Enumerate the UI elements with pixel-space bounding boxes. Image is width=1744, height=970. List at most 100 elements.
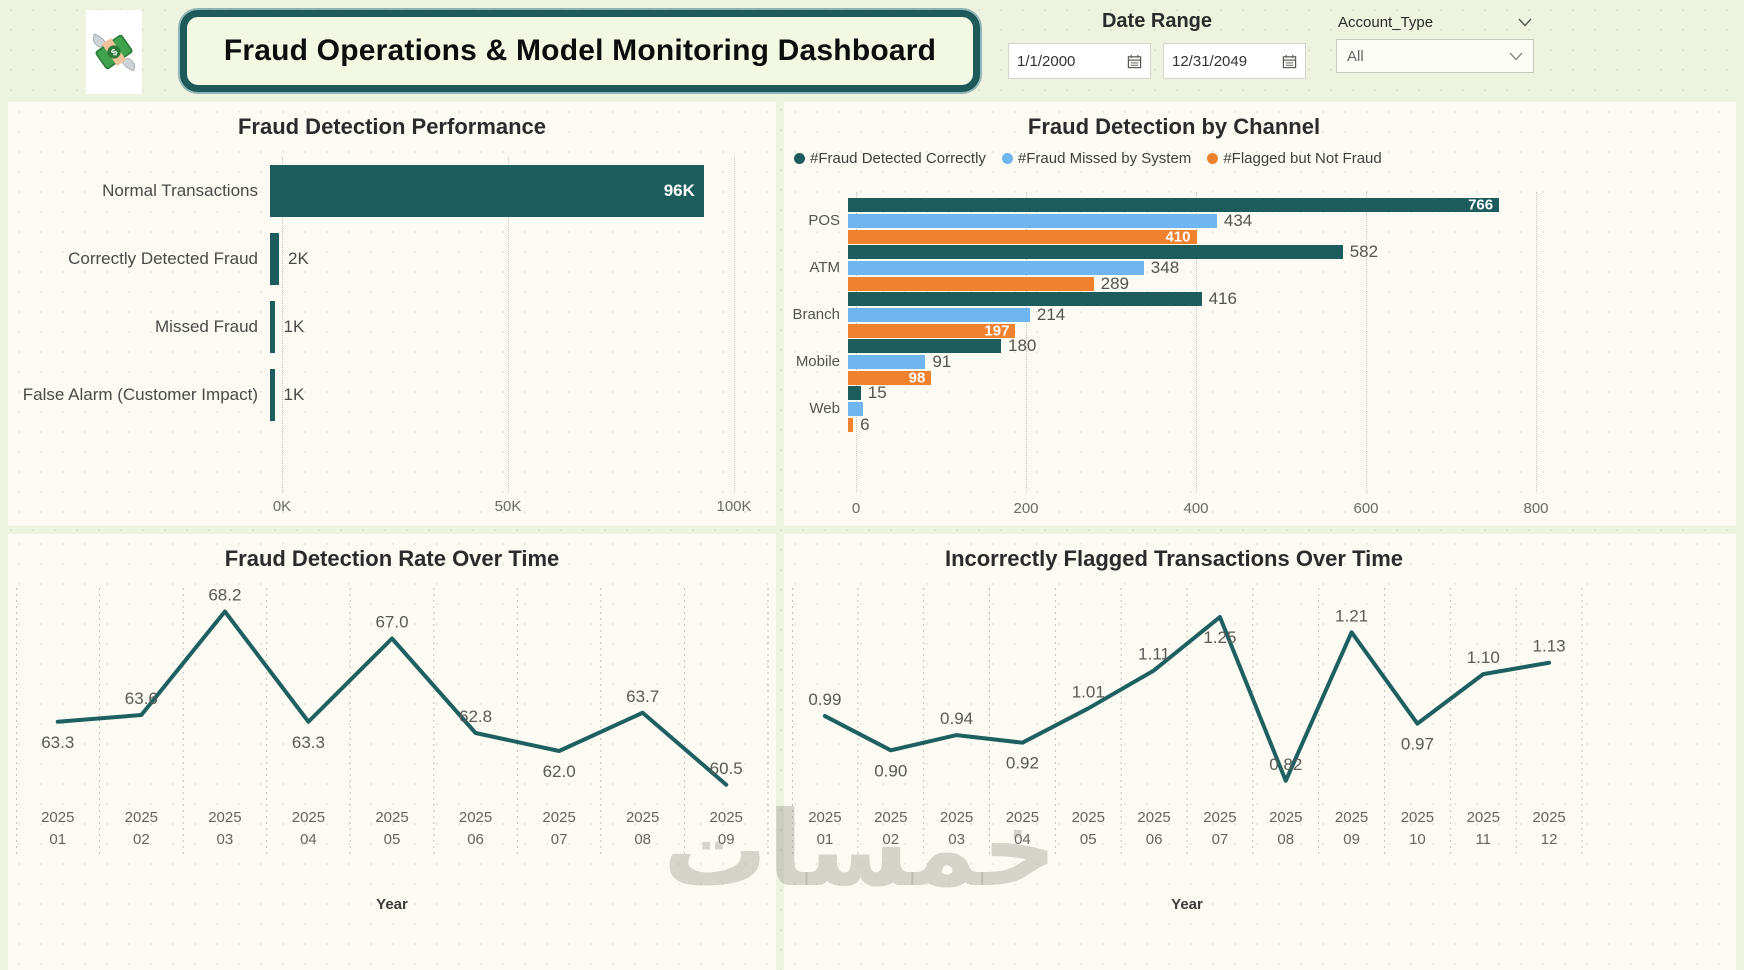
x-tick-year: 2025: [125, 809, 158, 826]
bar-web[interactable]: [848, 401, 864, 416]
data-point-label: 67.0: [375, 613, 408, 632]
date-range-start-input[interactable]: 1/1/2000: [1008, 43, 1151, 79]
x-tick-year: 2025: [874, 809, 907, 826]
bar-false-alarm-customer-impact-[interactable]: 1K: [270, 369, 304, 421]
data-point-label: 1.01: [1072, 682, 1105, 701]
bar-pos[interactable]: 434: [848, 211, 1252, 230]
data-point-label: 1.25: [1203, 628, 1236, 647]
money-with-wings-icon: $: [86, 10, 142, 94]
bar-mobile[interactable]: 180: [848, 336, 1036, 355]
bar-pos[interactable]: 766: [848, 196, 1500, 213]
date-range-start-value: 1/1/2000: [1017, 52, 1076, 70]
bar-track: 214: [848, 305, 1528, 324]
legend-item[interactable]: #Flagged but Not Fraud: [1207, 150, 1382, 167]
gridline: [1026, 192, 1027, 492]
account-type-value: All: [1347, 47, 1364, 65]
date-range-end-input[interactable]: 12/31/2049: [1163, 43, 1306, 79]
legend-dot: [1001, 153, 1013, 164]
category-label: POS: [808, 212, 840, 229]
x-tick-month: 03: [948, 831, 965, 848]
x-tick-month: 08: [1277, 831, 1294, 848]
bar-track: 766: [848, 196, 1528, 213]
data-point-label: 60.5: [710, 759, 743, 778]
chart-title: Incorrectly Flagged Transactions Over Ti…: [944, 546, 1404, 571]
bar-value-label: 766: [1468, 196, 1494, 213]
bar-group-row: Web 15 6: [784, 383, 1550, 434]
data-point-label: 0.90: [874, 761, 907, 780]
bar-group: 180 91 98: [848, 336, 1528, 386]
bar-branch[interactable]: 416: [848, 289, 1237, 308]
legend-label: #Fraud Detected Correctly: [810, 150, 986, 167]
bar-value-label: 6: [860, 414, 870, 434]
bar-web[interactable]: 6: [848, 415, 870, 434]
bar-value-label: 348: [1150, 257, 1180, 277]
bar-atm[interactable]: 348: [848, 258, 1179, 277]
bar-pos[interactable]: 410: [848, 228, 1197, 245]
x-tick-month: 09: [1343, 831, 1360, 848]
bar-atm[interactable]: 582: [848, 242, 1378, 261]
gridline: [1366, 192, 1367, 492]
bar-branch[interactable]: 214: [848, 305, 1065, 324]
bar-group-row: ATM 582 348 289: [784, 242, 1550, 293]
bar-plot-area: POS 766 434 410 ATM 582 348 289 Branch 416 214 197 M…: [784, 196, 1550, 434]
category-label: Web: [809, 400, 840, 417]
bar-row: False Alarm (Customer Impact) 1K: [20, 369, 734, 421]
data-point-label: 1.21: [1335, 606, 1368, 625]
x-tick-year: 2025: [459, 809, 492, 826]
category-label: Correctly Detected Fraud: [68, 249, 258, 268]
bar-track: 2K: [270, 233, 722, 285]
x-tick-month: 02: [133, 831, 150, 848]
bar-value-label: 15: [867, 382, 887, 402]
bar-track: 98: [848, 369, 1528, 386]
x-tick-month: 03: [217, 831, 234, 848]
legend-item[interactable]: #Fraud Detected Correctly: [794, 150, 986, 167]
bar-web[interactable]: 15: [848, 383, 887, 402]
bar-value-label: 214: [1036, 304, 1066, 324]
chevron-down-icon[interactable]: [1509, 52, 1523, 61]
bar-value-label: 197: [984, 322, 1010, 339]
bar-atm[interactable]: 289: [848, 274, 1129, 293]
chart-card-fraud-detection-by-channel: Fraud Detection by Channel #Fraud Detect…: [784, 102, 1736, 526]
x-tick-year: 2025: [292, 809, 325, 826]
bar-track: 434: [848, 211, 1528, 230]
bar-track: [848, 401, 1528, 416]
bar-group: 15 6: [848, 383, 1528, 434]
bar-mobile[interactable]: 91: [848, 352, 951, 371]
bar-value-label: 96K: [663, 181, 695, 200]
legend-label: #Flagged but Not Fraud: [1223, 150, 1382, 167]
chart-legend: #Fraud Detected Correctly #Fraud Missed b…: [794, 150, 1382, 167]
x-tick-month: 07: [1212, 831, 1229, 848]
bar-mobile[interactable]: 98: [848, 369, 932, 386]
bar-track: 289: [848, 274, 1528, 293]
calendar-icon[interactable]: [1127, 54, 1142, 69]
chevron-down-icon[interactable]: [1518, 18, 1532, 27]
x-tick-year: 2025: [375, 809, 408, 826]
bar-group: 766 434 410: [848, 196, 1528, 245]
x-axis: 0K 50K 100K: [273, 498, 752, 520]
calendar-icon[interactable]: [1282, 54, 1297, 69]
legend-item[interactable]: #Fraud Missed by System: [1001, 150, 1191, 167]
data-point-label: 62.8: [459, 707, 492, 726]
data-point-label: 63.6: [125, 689, 158, 708]
data-point-label: 0.92: [1006, 754, 1039, 773]
trend-line[interactable]: [822, 615, 1552, 783]
trend-line[interactable]: [55, 609, 729, 787]
x-tick-year: 2025: [940, 809, 973, 826]
x-tick-year: 2025: [626, 809, 659, 826]
bar-branch[interactable]: 197: [848, 322, 1016, 339]
x-tick-month: 12: [1541, 831, 1558, 848]
bar-missed-fraud[interactable]: 1K: [270, 301, 304, 353]
x-tick-month: 07: [551, 831, 568, 848]
x-tick-month: 02: [882, 831, 899, 848]
data-point-label: 63.3: [292, 733, 325, 752]
dashboard-title-box: Fraud Operations & Model Monitoring Dash…: [180, 10, 980, 92]
account-type-select[interactable]: All: [1336, 39, 1534, 73]
bar-correctly-detected-fraud[interactable]: 2K: [270, 233, 309, 285]
page-title: Fraud Operations & Model Monitoring Dash…: [223, 34, 937, 67]
bar-normal-transactions[interactable]: 96K: [270, 165, 704, 217]
gridline: [1196, 192, 1197, 492]
x-tick-label: 0: [851, 500, 861, 517]
x-tick-label: 50K: [494, 498, 522, 515]
bar-track: 15: [848, 383, 1528, 402]
x-tick-year: 2025: [542, 809, 575, 826]
